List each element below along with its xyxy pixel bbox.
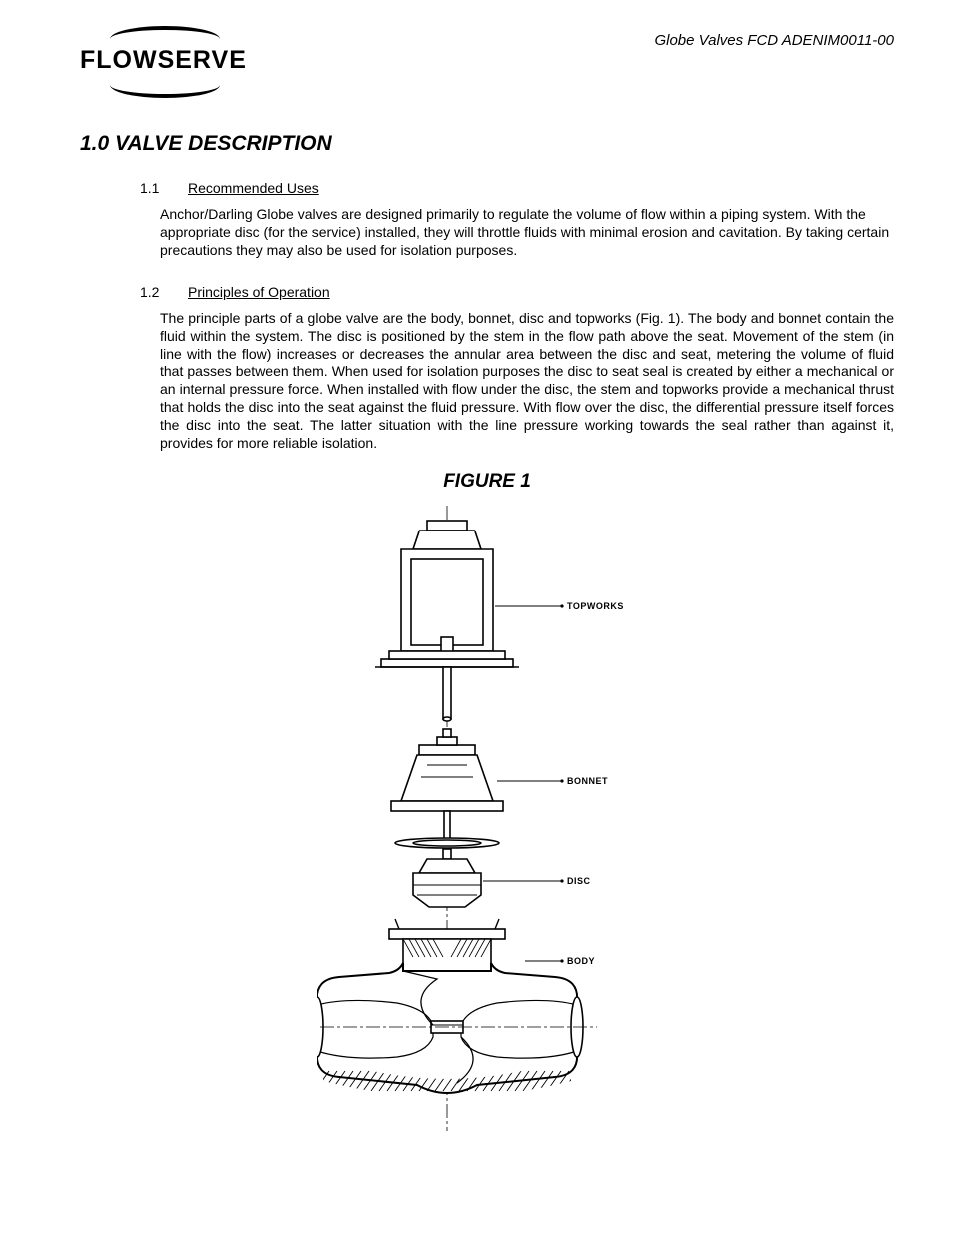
subsection-1-1-body: Anchor/Darling Globe valves are designed… — [160, 206, 894, 260]
figure-1: TOPWORKS BONNET DISC BODY — [80, 501, 894, 1146]
figure-callout: BONNET — [567, 776, 608, 786]
figure-title: FIGURE 1 — [80, 471, 894, 493]
subsection-1-2-body: The principle parts of a globe valve are… — [160, 310, 894, 453]
section-title: 1.0 VALVE DESCRIPTION — [80, 132, 894, 156]
figure-callout: BODY — [567, 956, 595, 966]
document-id: Globe Valves FCD ADENIM0011-00 — [654, 32, 894, 49]
subsection-1-1-header: 1.1 Recommended Uses — [140, 180, 894, 196]
subsection-number: 1.2 — [140, 284, 188, 300]
subsection-heading: Recommended Uses — [188, 180, 319, 196]
flowserve-logo: FLOWSERVE — [80, 28, 250, 90]
logo-text: FLOWSERVE — [80, 46, 247, 75]
figure-callout: TOPWORKS — [567, 601, 624, 611]
page-header: FLOWSERVE Globe Valves FCD ADENIM0011-00 — [80, 28, 894, 90]
subsection-number: 1.1 — [140, 180, 188, 196]
figure-callout: DISC — [567, 876, 591, 886]
subsection-heading: Principles of Operation — [188, 284, 330, 300]
valve-exploded-diagram: TOPWORKS BONNET DISC BODY — [317, 501, 657, 1141]
subsection-1-2-header: 1.2 Principles of Operation — [140, 284, 894, 300]
